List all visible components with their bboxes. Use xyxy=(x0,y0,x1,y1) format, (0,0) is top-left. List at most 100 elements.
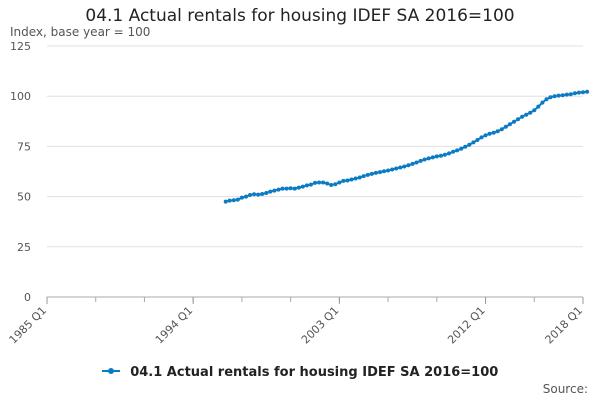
legend-swatch xyxy=(101,367,120,374)
data-point xyxy=(556,93,561,98)
data-point xyxy=(300,184,305,189)
data-point xyxy=(520,114,525,119)
data-point xyxy=(239,195,244,200)
data-point xyxy=(442,152,447,157)
data-point xyxy=(349,177,354,182)
data-point xyxy=(524,112,529,117)
data-point xyxy=(325,181,330,186)
data-point xyxy=(280,186,285,191)
legend-label: 04.1 Actual rentals for housing IDEF SA … xyxy=(130,365,499,380)
data-point xyxy=(288,186,293,191)
data-point xyxy=(337,180,342,185)
data-point xyxy=(313,180,317,185)
data-point xyxy=(248,193,252,197)
data-point xyxy=(528,110,533,115)
data-point xyxy=(268,189,273,194)
data-point xyxy=(418,158,423,163)
data-point xyxy=(532,108,537,113)
data-point xyxy=(459,146,464,151)
data-point xyxy=(552,94,557,99)
data-point xyxy=(398,165,403,170)
data-point xyxy=(507,122,512,127)
chart-title: 04.1 Actual rentals for housing IDEF SA … xyxy=(85,6,515,26)
x-tick-label: 1985 Q1 xyxy=(7,304,50,347)
data-point xyxy=(406,163,411,168)
data-point xyxy=(292,186,297,191)
data-point xyxy=(576,90,581,95)
data-point xyxy=(560,93,565,98)
data-point xyxy=(467,142,472,147)
data-point xyxy=(434,154,439,159)
x-tick-label: 2018 Q1 xyxy=(543,304,586,347)
gridlines xyxy=(47,45,583,248)
data-point xyxy=(308,182,313,187)
data-point xyxy=(438,153,443,158)
data-point xyxy=(568,92,573,97)
data-point xyxy=(544,97,549,102)
data-point xyxy=(536,104,541,109)
data-point xyxy=(304,183,309,188)
data-point xyxy=(402,164,407,169)
data-point xyxy=(284,186,289,191)
data-point xyxy=(447,151,451,156)
data-point xyxy=(227,198,232,203)
data-point xyxy=(512,119,516,124)
data-point xyxy=(317,180,322,185)
data-point xyxy=(321,180,326,185)
data-point xyxy=(581,90,585,95)
y-tick-label: 25 xyxy=(17,241,31,254)
x-tick-label: 2003 Q1 xyxy=(299,304,342,347)
data-point xyxy=(296,185,301,190)
data-point xyxy=(426,156,431,161)
data-point xyxy=(244,194,248,199)
data-point xyxy=(329,183,334,187)
legend: 04.1 Actual rentals for housing IDEF SA … xyxy=(0,365,600,380)
y-axis-label: Index, base year = 100 xyxy=(10,25,151,39)
data-point xyxy=(341,178,346,183)
data-point xyxy=(223,199,228,204)
data-point xyxy=(272,188,277,193)
data-point xyxy=(394,166,399,171)
y-tick-label: 0 xyxy=(24,291,31,304)
data-point xyxy=(365,172,370,177)
data-point xyxy=(353,176,358,181)
data-point xyxy=(333,182,338,187)
data-point xyxy=(369,171,374,176)
data-point xyxy=(495,129,500,134)
data-point xyxy=(345,178,350,183)
x-tick-label: 2012 Q1 xyxy=(445,304,488,347)
y-tick-label: 100 xyxy=(10,90,31,103)
data-point xyxy=(455,148,460,153)
data-point xyxy=(422,157,427,162)
data-point xyxy=(231,198,236,203)
data-point xyxy=(382,169,386,174)
data-point xyxy=(471,140,476,145)
data-point xyxy=(483,133,488,138)
data-point xyxy=(540,100,545,105)
data-point xyxy=(390,167,395,172)
data-point xyxy=(414,160,419,165)
data-point xyxy=(451,149,456,154)
data-point xyxy=(479,135,484,140)
x-tick-label: 1994 Q1 xyxy=(153,304,196,347)
series-group xyxy=(223,89,590,204)
data-point xyxy=(410,161,415,166)
data-point xyxy=(430,155,435,160)
data-point xyxy=(516,117,520,122)
data-point xyxy=(463,144,468,149)
data-point xyxy=(235,197,240,202)
y-tick-label: 75 xyxy=(17,140,31,153)
data-point xyxy=(357,175,362,180)
data-point xyxy=(373,170,378,175)
data-point xyxy=(264,191,269,195)
data-point xyxy=(378,170,382,175)
data-point xyxy=(487,131,492,136)
data-point xyxy=(564,92,569,97)
data-point xyxy=(548,95,553,100)
data-point xyxy=(252,192,257,197)
data-point xyxy=(260,192,265,196)
y-tick-label: 50 xyxy=(17,191,31,204)
source-label: Source: xyxy=(542,382,588,396)
data-point xyxy=(276,187,281,192)
